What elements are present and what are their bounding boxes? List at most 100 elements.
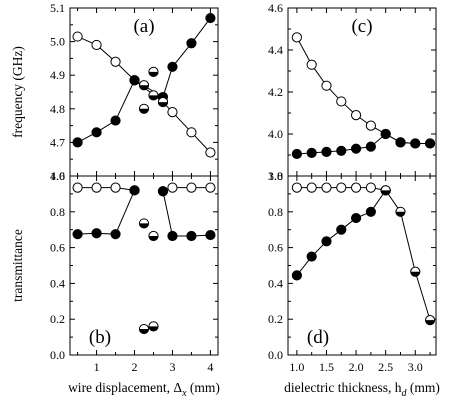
point-marker (291, 182, 302, 193)
point-outline (410, 266, 421, 277)
x-axis-label-text: dielectric thickness, h (284, 380, 402, 395)
y-tick-label: 4.8 (50, 102, 65, 116)
point-marker (365, 206, 376, 217)
point-marker (186, 182, 197, 193)
data-point (350, 212, 362, 224)
data-point (350, 182, 362, 193)
x-tick-label: 2 (132, 360, 138, 374)
x-axis-label-text: wire displacement, Δ (68, 380, 182, 395)
y-tick-label: 0.6 (268, 241, 283, 255)
point-marker (167, 230, 178, 242)
data-point (336, 145, 347, 156)
panel-label: (b) (89, 327, 111, 348)
point-marker (336, 96, 347, 107)
data-point (410, 138, 421, 149)
point-outline (380, 185, 391, 196)
data-point (306, 59, 317, 70)
point-marker (205, 12, 216, 24)
point-marker (321, 182, 332, 193)
point-half (148, 326, 159, 331)
data-point (365, 206, 376, 217)
data-point (350, 110, 362, 121)
point-marker (205, 182, 216, 193)
data-point (336, 182, 347, 193)
y-tick-label: 0.4 (268, 276, 283, 290)
point-marker (91, 228, 102, 239)
point-marker (91, 182, 102, 193)
data-point (148, 66, 159, 77)
data-point (410, 266, 421, 277)
data-point (291, 148, 302, 160)
y-tick-label: 0.6 (50, 241, 65, 255)
point-marker (306, 251, 317, 262)
series-line (385, 190, 431, 321)
panel-label: (a) (133, 16, 154, 37)
point-marker (306, 59, 317, 70)
point-marker (321, 146, 332, 157)
data-point (72, 229, 83, 240)
point-outline (395, 206, 406, 217)
point-outline (157, 96, 169, 108)
data-point (306, 147, 317, 158)
y-tick-label: 4.7 (50, 135, 65, 149)
point-marker (129, 75, 140, 86)
point-marker (350, 182, 362, 193)
data-point (138, 218, 150, 229)
x-tick-label: 1.0 (289, 360, 304, 374)
data-point (91, 39, 102, 51)
point-marker (365, 120, 376, 131)
data-point (129, 185, 140, 196)
x-tick-label: 2.0 (349, 360, 364, 374)
point-half (139, 329, 149, 334)
y-tick-label: 1.0 (268, 169, 283, 183)
data-point (72, 31, 83, 42)
data-point (72, 137, 83, 148)
point-outline (148, 321, 159, 332)
y-tick-label: 0.2 (50, 312, 65, 326)
data-point (167, 61, 178, 72)
point-marker (167, 182, 178, 193)
y-tick-label: 0.8 (50, 205, 65, 219)
data-point (205, 182, 216, 193)
point-marker (336, 145, 347, 156)
point-outline (138, 323, 150, 335)
data-point (380, 128, 391, 140)
x-tick-label: 1 (94, 360, 100, 374)
data-point (129, 75, 140, 86)
y-tick-label: 5.1 (50, 1, 65, 15)
point-marker (129, 185, 140, 196)
data-point (110, 56, 121, 67)
x-tick-label: 3 (169, 360, 175, 374)
point-marker (91, 127, 102, 138)
x-axis-label: wire displacement, Δx (mm) (68, 380, 220, 399)
point-marker (424, 138, 436, 149)
data-point (91, 182, 102, 193)
y-tick-label: 0.4 (50, 276, 65, 290)
point-half (148, 95, 159, 100)
point-marker (110, 182, 121, 193)
x-tick-label: 3.0 (408, 360, 423, 374)
point-marker (380, 128, 391, 140)
point-half (395, 211, 406, 217)
point-outline (424, 314, 436, 326)
data-point (138, 323, 150, 335)
data-point (321, 236, 332, 247)
data-point (336, 96, 347, 107)
point-half (425, 320, 435, 325)
y-tick-label: 0.0 (268, 348, 283, 362)
point-marker (205, 147, 216, 158)
data-point (365, 182, 376, 193)
data-point (395, 206, 406, 217)
point-marker (336, 182, 347, 193)
series-line (77, 187, 135, 191)
x-tick-label: 4 (207, 360, 213, 374)
panel-b: 1 2 3 4 0.0 0.2 0.4 0.6 0.8 1.0 transmittance wire … (10, 169, 220, 399)
data-point (157, 186, 169, 197)
y-tick-label: 4.6 (268, 1, 283, 15)
data-point (321, 182, 332, 193)
point-marker (205, 229, 216, 241)
data-point (336, 224, 347, 235)
data-point (395, 137, 406, 148)
point-marker (157, 186, 169, 197)
y-axis-label: frequency (GHz) (10, 46, 25, 138)
